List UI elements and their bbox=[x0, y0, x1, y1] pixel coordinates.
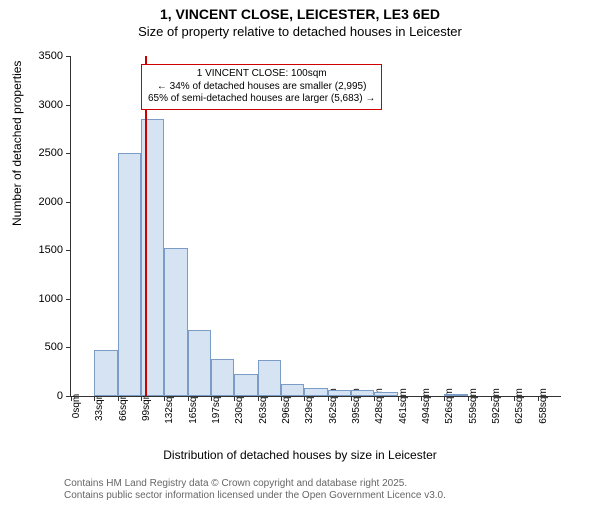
histogram-bar bbox=[351, 390, 374, 396]
xtick-label: 461sqm bbox=[398, 388, 409, 424]
y-axis-label: Number of detached properties bbox=[10, 61, 24, 226]
histogram-bar bbox=[118, 153, 141, 396]
xtick-label: 559sqm bbox=[468, 388, 479, 424]
xtick-label: 494sqm bbox=[421, 388, 432, 424]
histogram-bar bbox=[164, 248, 187, 396]
histogram-bar bbox=[281, 384, 304, 396]
ytick-label: 3500 bbox=[23, 50, 63, 62]
histogram-bar bbox=[234, 374, 257, 396]
annotation-line2: ← 34% of detached houses are smaller (2,… bbox=[148, 81, 375, 94]
ytick-label: 2000 bbox=[23, 196, 63, 208]
ytick bbox=[66, 250, 71, 251]
histogram-bar bbox=[94, 350, 117, 396]
chart-subtitle: Size of property relative to detached ho… bbox=[0, 24, 600, 39]
ytick bbox=[66, 202, 71, 203]
ytick bbox=[66, 347, 71, 348]
xtick-label: 658sqm bbox=[538, 388, 549, 424]
ytick-label: 1000 bbox=[23, 293, 63, 305]
ytick-label: 1500 bbox=[23, 244, 63, 256]
xtick-label: 0sqm bbox=[71, 394, 82, 418]
histogram-bar bbox=[211, 359, 234, 396]
xtick-label: 625sqm bbox=[514, 388, 525, 424]
xtick-label: 592sqm bbox=[491, 388, 502, 424]
x-axis-label: Distribution of detached houses by size … bbox=[0, 448, 600, 462]
ytick-label: 0 bbox=[23, 390, 63, 402]
ytick-label: 500 bbox=[23, 341, 63, 353]
annotation-line1: 1 VINCENT CLOSE: 100sqm bbox=[148, 68, 375, 81]
ytick bbox=[66, 56, 71, 57]
histogram-bar bbox=[374, 392, 397, 396]
footer-line2: Contains public sector information licen… bbox=[64, 490, 446, 502]
histogram-bar bbox=[258, 360, 281, 396]
histogram-bar bbox=[188, 330, 211, 396]
annotation-box: 1 VINCENT CLOSE: 100sqm← 34% of detached… bbox=[141, 64, 382, 110]
footer-attribution: Contains HM Land Registry data © Crown c… bbox=[64, 478, 446, 502]
ytick-label: 2500 bbox=[23, 147, 63, 159]
ytick bbox=[66, 153, 71, 154]
annotation-line3: 65% of semi-detached houses are larger (… bbox=[148, 93, 375, 106]
histogram-bar bbox=[444, 394, 467, 396]
histogram-bar bbox=[304, 388, 327, 396]
ytick-label: 3000 bbox=[23, 99, 63, 111]
ytick bbox=[66, 105, 71, 106]
chart-plot-area: 05001000150020002500300035000sqm33sqm66s… bbox=[70, 56, 561, 397]
histogram-bar bbox=[328, 390, 351, 396]
footer-line1: Contains HM Land Registry data © Crown c… bbox=[64, 478, 446, 490]
ytick bbox=[66, 299, 71, 300]
chart-title: 1, VINCENT CLOSE, LEICESTER, LE3 6ED bbox=[0, 6, 600, 22]
